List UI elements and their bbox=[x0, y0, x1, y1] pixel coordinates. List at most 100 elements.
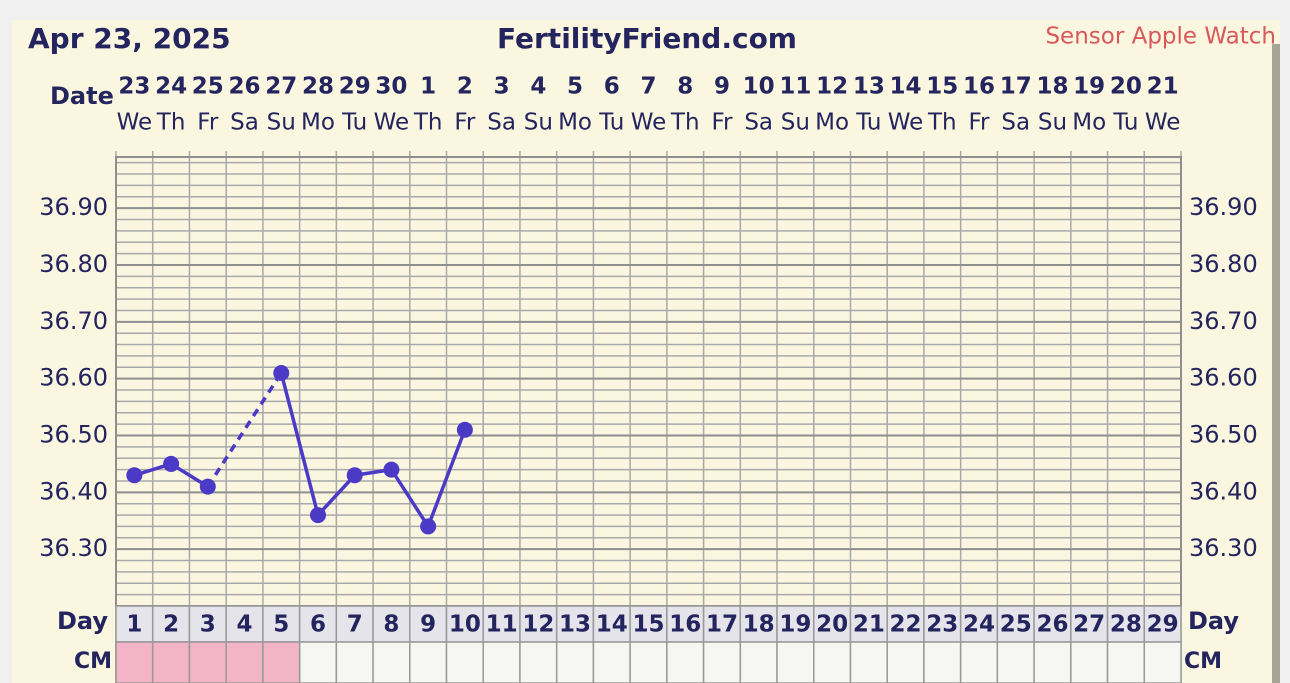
subtitle: Sensor Apple Watch bbox=[1045, 24, 1276, 50]
cm-cell bbox=[959, 641, 999, 683]
weekday-label: Fr bbox=[711, 110, 733, 136]
cm-mark bbox=[151, 641, 191, 683]
weekday-label: We bbox=[1145, 110, 1181, 136]
y-tick-label: 36.90 bbox=[39, 193, 108, 221]
header-date: Apr 23, 2025 bbox=[28, 22, 231, 55]
weekday-label: Tu bbox=[341, 110, 367, 136]
day-number: 1 bbox=[126, 612, 142, 638]
day-number: 18 bbox=[743, 612, 775, 638]
weekday-label: Su bbox=[524, 110, 553, 136]
y-tick-label: 36.40 bbox=[1189, 477, 1258, 505]
data-point bbox=[420, 518, 437, 535]
day-number: 8 bbox=[383, 612, 399, 638]
weekday-label: Mo bbox=[1072, 110, 1106, 136]
day-number: 23 bbox=[926, 612, 958, 638]
weekday-label: Sa bbox=[487, 110, 516, 136]
cm-cell bbox=[519, 641, 558, 683]
x-tick-label: 18 bbox=[1036, 74, 1068, 100]
day-cell bbox=[1106, 605, 1146, 643]
data-point bbox=[346, 467, 363, 484]
x-tick-label: 6 bbox=[604, 74, 620, 100]
day-number: 29 bbox=[1147, 612, 1179, 638]
day-number: 15 bbox=[632, 612, 664, 638]
gap-bridge bbox=[206, 372, 283, 488]
y-tick-label: 36.80 bbox=[39, 250, 108, 278]
data-point bbox=[199, 478, 216, 495]
weekday-label: Tu bbox=[855, 110, 881, 136]
day-cell bbox=[666, 605, 705, 643]
cm-cell bbox=[1106, 641, 1146, 683]
cm-cell bbox=[372, 641, 411, 683]
y-tick-label: 36.90 bbox=[1189, 193, 1258, 221]
cm-cell bbox=[886, 641, 925, 683]
y-tick-label: 36.40 bbox=[39, 477, 108, 505]
day-cell bbox=[372, 605, 411, 643]
weekday-label: Fr bbox=[197, 110, 219, 136]
day-number: 7 bbox=[347, 612, 363, 638]
cm-mark bbox=[115, 641, 154, 683]
x-tick-label: 13 bbox=[853, 74, 885, 100]
weekday-label: Mo bbox=[558, 110, 592, 136]
x-tick-label: 14 bbox=[890, 74, 922, 100]
day-cell bbox=[335, 605, 374, 643]
day-number: 26 bbox=[1036, 612, 1068, 638]
x-tick-label: 5 bbox=[567, 74, 583, 100]
day-number: 25 bbox=[1000, 612, 1032, 638]
cm-cell bbox=[482, 641, 521, 683]
cm-cell bbox=[996, 641, 1035, 683]
weekday-label: Th bbox=[670, 110, 700, 136]
weekday-label: We bbox=[374, 110, 410, 136]
cm-cell bbox=[1143, 641, 1182, 683]
x-tick-label: 12 bbox=[816, 74, 848, 100]
y-tick-label: 36.70 bbox=[39, 307, 108, 335]
y-tick-label: 36.30 bbox=[39, 534, 108, 562]
x-tick-label: 9 bbox=[714, 74, 730, 100]
weekday-label: Su bbox=[1038, 110, 1067, 136]
weekday-label: Sa bbox=[744, 110, 773, 136]
day-number: 5 bbox=[273, 612, 289, 638]
cm-cell bbox=[666, 641, 705, 683]
day-cell bbox=[813, 605, 852, 643]
x-tick-label: 23 bbox=[118, 74, 150, 100]
cm-cell bbox=[923, 641, 962, 683]
cm-cell bbox=[776, 641, 815, 683]
day-label: Day bbox=[1188, 607, 1239, 635]
day-number: 10 bbox=[449, 612, 481, 638]
cm-cell bbox=[409, 641, 448, 683]
x-tick-label: 4 bbox=[530, 74, 546, 100]
data-point bbox=[273, 364, 290, 381]
scrollbar bbox=[1272, 44, 1280, 683]
x-tick-label: 17 bbox=[1000, 74, 1032, 100]
x-tick-label: 21 bbox=[1147, 74, 1179, 100]
day-number: 11 bbox=[486, 612, 518, 638]
cm-cell bbox=[1070, 641, 1109, 683]
data-point bbox=[456, 421, 473, 438]
cm-cell bbox=[813, 641, 852, 683]
y-tick-label: 36.60 bbox=[1189, 364, 1258, 392]
line bbox=[279, 372, 467, 531]
chart-title: FertilityFriend.com bbox=[497, 22, 797, 55]
day-number: 9 bbox=[420, 612, 436, 638]
date-label: Date bbox=[50, 82, 114, 110]
weekday-label: Fr bbox=[969, 110, 991, 136]
weekday-label: Mo bbox=[815, 110, 849, 136]
cm-label: CM bbox=[74, 649, 112, 674]
weekday-label: Th bbox=[413, 110, 443, 136]
day-number: 12 bbox=[522, 612, 554, 638]
day-number: 13 bbox=[559, 612, 591, 638]
cm-cell bbox=[849, 641, 888, 683]
y-tick-label: 36.50 bbox=[1189, 420, 1258, 448]
y-tick-label: 36.30 bbox=[1189, 534, 1258, 562]
x-tick-label: 7 bbox=[640, 74, 656, 100]
weekday-label: We bbox=[888, 110, 924, 136]
cm-cell bbox=[739, 641, 778, 683]
weekday-label: Tu bbox=[598, 110, 624, 136]
data-point bbox=[309, 507, 326, 524]
weekday-label: Sa bbox=[1001, 110, 1030, 136]
data-point bbox=[163, 455, 180, 472]
weekday-label: Tu bbox=[1112, 110, 1138, 136]
cm-label: CM bbox=[1184, 649, 1222, 674]
x-tick-label: 11 bbox=[779, 74, 811, 100]
y-tick-label: 36.60 bbox=[39, 364, 108, 392]
day-number: 16 bbox=[669, 612, 701, 638]
